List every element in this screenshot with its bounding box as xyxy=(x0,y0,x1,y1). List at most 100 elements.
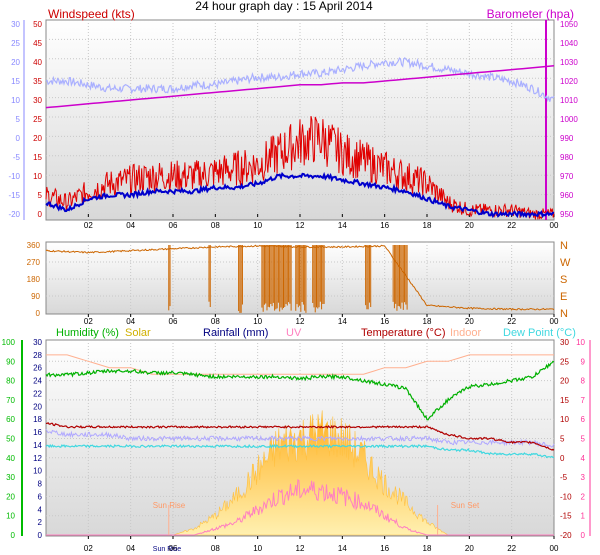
panel-direction-grid xyxy=(46,242,554,314)
barometer-tick-label: 970 xyxy=(560,172,574,181)
temperature-tick-label: 5 xyxy=(560,435,565,444)
sunset-marker: Sun Set xyxy=(451,501,480,510)
rainfall-tick-label: 2 xyxy=(38,518,43,527)
uv-series-line xyxy=(46,479,554,536)
compass-label: N xyxy=(560,240,568,252)
temperature-tick-label: 30 xyxy=(560,338,569,347)
temperature-label: Temperature (°C) xyxy=(361,327,445,339)
panel-wind-ticks: 50454035302520151050302520151050-5-10-15… xyxy=(8,20,578,230)
barometer-axis-label: Barometer (hpa) xyxy=(487,7,574,21)
outer-temp-tick-label: 20 xyxy=(11,58,20,67)
panel-temp-series xyxy=(45,354,555,536)
rainfall-tick-label: 16 xyxy=(33,428,42,437)
rainfall-tick-label: 8 xyxy=(38,480,43,489)
windspeed-tick-label: 45 xyxy=(33,39,42,48)
barometer-tick-label: 1020 xyxy=(560,77,578,86)
wind-hour-label: 02 xyxy=(84,221,93,230)
barometer-tick-label: 960 xyxy=(560,191,574,200)
rainfall-tick-label: 4 xyxy=(38,505,43,514)
temperature-tick-label: 10 xyxy=(560,415,569,424)
temp-hour-label: 12 xyxy=(296,544,305,553)
barometer-tick-label: 1030 xyxy=(560,58,578,67)
barometer-tick-label: 1010 xyxy=(560,96,578,105)
direction-hour-label: 10 xyxy=(253,317,262,326)
temp-hour-label: 16 xyxy=(380,544,389,553)
barometer-tick-label: 1040 xyxy=(560,39,578,48)
humidity-tick-label: 60 xyxy=(6,415,15,424)
humidity-series-line xyxy=(45,360,555,421)
humidity-tick-label: 30 xyxy=(6,473,15,482)
temperature-tick-label: 0 xyxy=(560,454,565,463)
humidity-tick-label: 50 xyxy=(6,435,15,444)
outer-temp-tick-label: -20 xyxy=(8,210,20,219)
direction-hour-label: 02 xyxy=(84,317,93,326)
rainfall-tick-label: 18 xyxy=(33,415,42,424)
solar-label: Solar xyxy=(125,327,151,339)
direction-hour-label: 06 xyxy=(169,317,178,326)
humidity-tick-label: 70 xyxy=(6,396,15,405)
rainfall-tick-label: 24 xyxy=(33,377,42,386)
rainfall-tick-label: 0 xyxy=(38,531,43,540)
panel-wind-series xyxy=(45,56,555,220)
compass-label: E xyxy=(560,291,567,303)
outer-temp-tick-label: 30 xyxy=(11,20,20,29)
wind-hour-label: 20 xyxy=(465,221,474,230)
wind-hour-label: 16 xyxy=(380,221,389,230)
uv-tick-label: 1 xyxy=(581,512,586,521)
humidity-tick-label: 100 xyxy=(2,338,16,347)
temperature-tick-label: -10 xyxy=(560,492,572,501)
humidity-tick-label: 90 xyxy=(6,357,15,366)
barometer-tick-label: 980 xyxy=(560,153,574,162)
uv-tick-label: 4 xyxy=(581,454,586,463)
temperature-tick-label: -15 xyxy=(560,512,572,521)
wind-hour-label: 22 xyxy=(507,221,516,230)
outer-temp-tick-label: 10 xyxy=(11,96,20,105)
direction-tick-label: 90 xyxy=(31,292,40,301)
uv-tick-label: 2 xyxy=(581,492,586,501)
direction-hour-label: 18 xyxy=(423,317,432,326)
rainfall-tick-label: 22 xyxy=(33,389,42,398)
windspeed-tick-label: 10 xyxy=(33,172,42,181)
indoor-label: Indoor xyxy=(450,327,482,339)
temp-hour-label: 04 xyxy=(126,544,135,553)
temperature-tick-label: 15 xyxy=(560,396,569,405)
temp-hour-label: 10 xyxy=(253,544,262,553)
humidity-tick-label: 10 xyxy=(6,512,15,521)
indoor-series-line xyxy=(46,354,554,375)
barometer-series-line xyxy=(45,65,555,109)
direction-hour-label: 12 xyxy=(296,317,305,326)
rainfall-tick-label: 20 xyxy=(33,402,42,411)
temperature-series-line xyxy=(45,56,555,102)
direction-hour-label: 14 xyxy=(338,317,347,326)
humidity-tick-label: 80 xyxy=(6,377,15,386)
direction-hour-label: 16 xyxy=(380,317,389,326)
direction-hour-label: 04 xyxy=(126,317,135,326)
windspeed-tick-label: 5 xyxy=(38,191,43,200)
sunrise-marker: Sun Rise xyxy=(153,501,186,510)
wind-hour-label: 00 xyxy=(550,221,559,230)
rainfall-tick-label: 30 xyxy=(33,338,42,347)
wind-hour-label: 14 xyxy=(338,221,347,230)
rainfall-tick-label: 6 xyxy=(38,492,43,501)
dew-point-label: Dew Point (°C) xyxy=(503,327,576,339)
uv-tick-label: 10 xyxy=(576,338,585,347)
windspeed-tick-label: 0 xyxy=(38,210,43,219)
uv-tick-label: 9 xyxy=(581,357,586,366)
direction-tick-label: 360 xyxy=(27,241,41,250)
wind-hour-label: 10 xyxy=(253,221,262,230)
humidity-tick-label: 40 xyxy=(6,454,15,463)
wind-hour-label: 12 xyxy=(296,221,305,230)
panel-temp-ticks: 1009080706050403020100302826242220181614… xyxy=(2,338,586,553)
outer-temp-tick-label: -5 xyxy=(13,153,21,162)
outer-temp-tick-label: 25 xyxy=(11,39,20,48)
windspeed-tick-label: 30 xyxy=(33,96,42,105)
direction-hour-label: 00 xyxy=(550,317,559,326)
temperature-series-line xyxy=(45,421,555,451)
direction-tick-label: 0 xyxy=(36,309,41,318)
outer-temp-tick-label: -15 xyxy=(8,191,20,200)
uv-tick-label: 5 xyxy=(581,435,586,444)
wind-average-series-line xyxy=(45,171,555,219)
temperature-tick-label: 25 xyxy=(560,357,569,366)
